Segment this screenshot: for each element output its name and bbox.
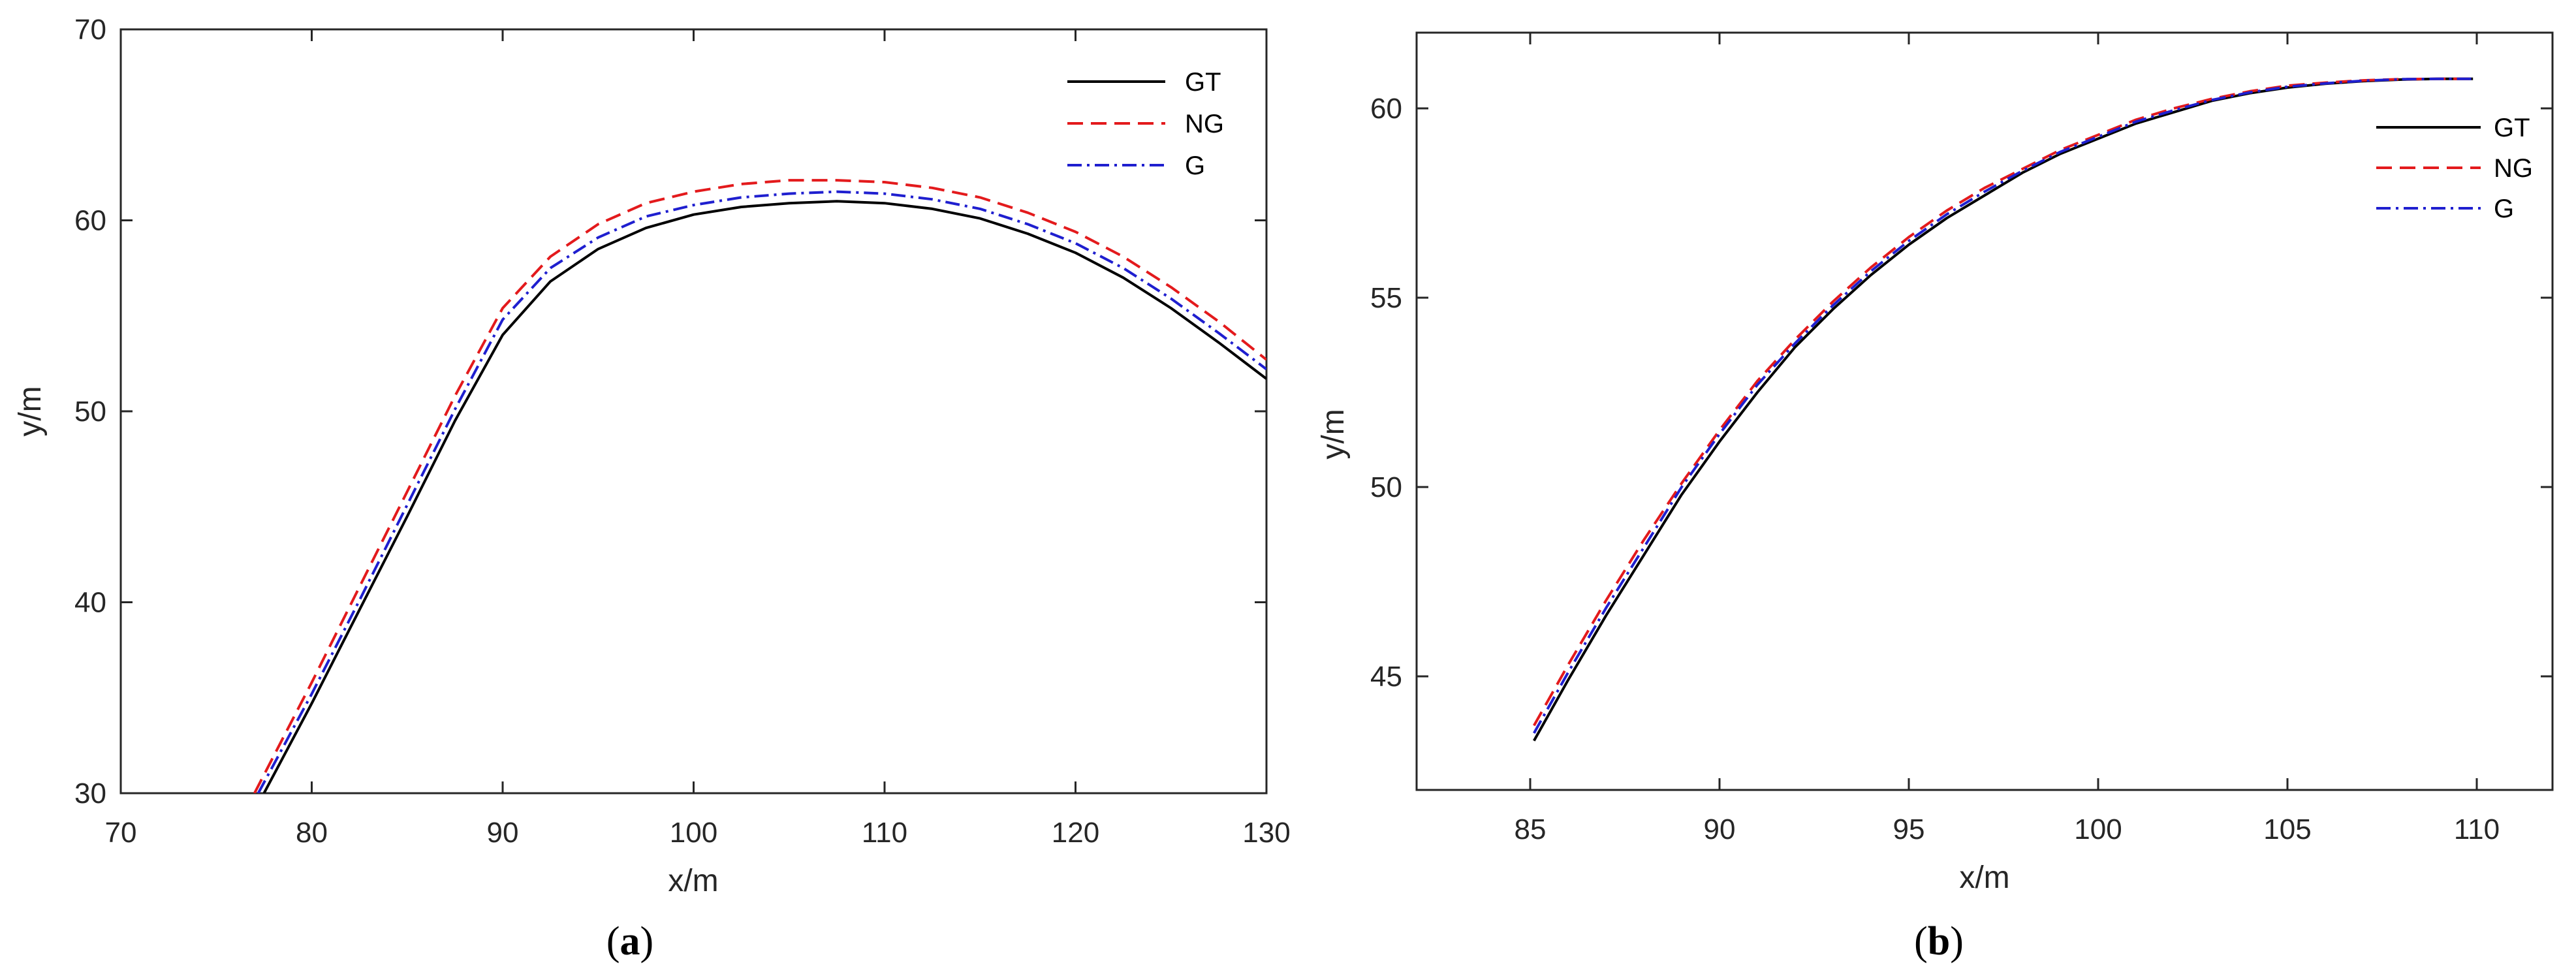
panel-label-a-open: ( bbox=[606, 919, 620, 964]
panel-label-a-letter: a bbox=[620, 919, 640, 964]
chart-a-series-group bbox=[253, 179, 1266, 793]
chart-b-x-tick-label: 105 bbox=[2263, 813, 2311, 845]
chart-b-plot-frame bbox=[1415, 31, 2554, 791]
chart-a-legend-label-g: G bbox=[1185, 151, 1205, 180]
chart-b-x-tick-label: 90 bbox=[1704, 813, 1736, 845]
chart-a-x-axis-label: x/m bbox=[668, 864, 718, 898]
chart-a-y-tick-label: 30 bbox=[74, 778, 106, 810]
chart-a-x-tick-label: 130 bbox=[1242, 817, 1290, 849]
chart-b-series-group bbox=[1533, 77, 2474, 742]
chart-a-x-tick-label: 120 bbox=[1052, 817, 1099, 849]
chart-a-x-tick-label: 100 bbox=[670, 817, 717, 849]
chart-a-x-tick-label: 80 bbox=[296, 817, 328, 849]
chart-a-y-axis-label: y/m bbox=[13, 386, 48, 436]
chart-b-y-tick-label: 45 bbox=[1370, 661, 1402, 693]
chart-b-series-ng-line bbox=[1533, 77, 2474, 727]
chart-a-legend: GT NG G bbox=[1067, 68, 1224, 180]
chart-a-y-tick-label: 50 bbox=[74, 396, 106, 428]
chart-b-legend-label-ng: NG bbox=[2494, 154, 2533, 183]
chart-b-x-tick-label: 100 bbox=[2074, 813, 2122, 845]
chart-b-y-tick-label: 50 bbox=[1370, 471, 1402, 503]
chart-a-y-tick-label: 40 bbox=[74, 587, 106, 619]
chart-a-y-tick-label: 60 bbox=[74, 205, 106, 237]
chart-a-legend-label-ng: NG bbox=[1185, 110, 1224, 138]
chart-a-x-tick-label: 90 bbox=[487, 817, 519, 849]
panel-label-b-letter: b bbox=[1928, 919, 1950, 964]
chart-a-plot-frame bbox=[119, 28, 1268, 795]
panel-label-a-close: ) bbox=[640, 919, 654, 964]
chart-b-x-tick-label: 95 bbox=[1893, 813, 1925, 845]
chart-b-legend-label-gt: GT bbox=[2494, 114, 2530, 142]
panel-label-b-close: ) bbox=[1950, 919, 1964, 964]
chart-a-x-tick-label: 70 bbox=[105, 817, 137, 849]
chart-a-y-tick-label: 70 bbox=[74, 14, 106, 46]
chart-b-legend: GT NG G bbox=[2376, 114, 2533, 223]
chart-a-series-g-line bbox=[257, 190, 1266, 793]
chart-b-y-tick-label: 55 bbox=[1370, 282, 1402, 314]
panel-label-b-open: ( bbox=[1914, 919, 1928, 964]
chart-a-series-gt-line bbox=[262, 200, 1266, 793]
chart-a-legend-label-gt: GT bbox=[1185, 68, 1221, 97]
chart-b-y-axis-label: y/m bbox=[1316, 409, 1351, 459]
panel-label-b: (b) bbox=[1914, 919, 1964, 964]
chart-b-x-tick-label: 110 bbox=[2454, 813, 2500, 845]
chart-b: 85 90 95 100 105 110 45 50 55 60 x/m y/m GT NG G bbox=[1316, 31, 2554, 895]
chart-b-x-tick-label: 85 bbox=[1515, 813, 1547, 845]
chart-a: 70 80 90 100 110 120 130 30 40 50 60 70 x/m y/m GT NG G bbox=[13, 14, 1291, 898]
chart-b-x-axis-label: x/m bbox=[1959, 860, 2009, 895]
panel-label-a: (a) bbox=[606, 919, 653, 964]
chart-a-series-ng-line bbox=[253, 179, 1266, 793]
chart-b-legend-label-g: G bbox=[2494, 195, 2514, 223]
chart-b-y-tick-label: 60 bbox=[1370, 93, 1402, 125]
chart-a-x-tick-label: 110 bbox=[862, 817, 907, 849]
